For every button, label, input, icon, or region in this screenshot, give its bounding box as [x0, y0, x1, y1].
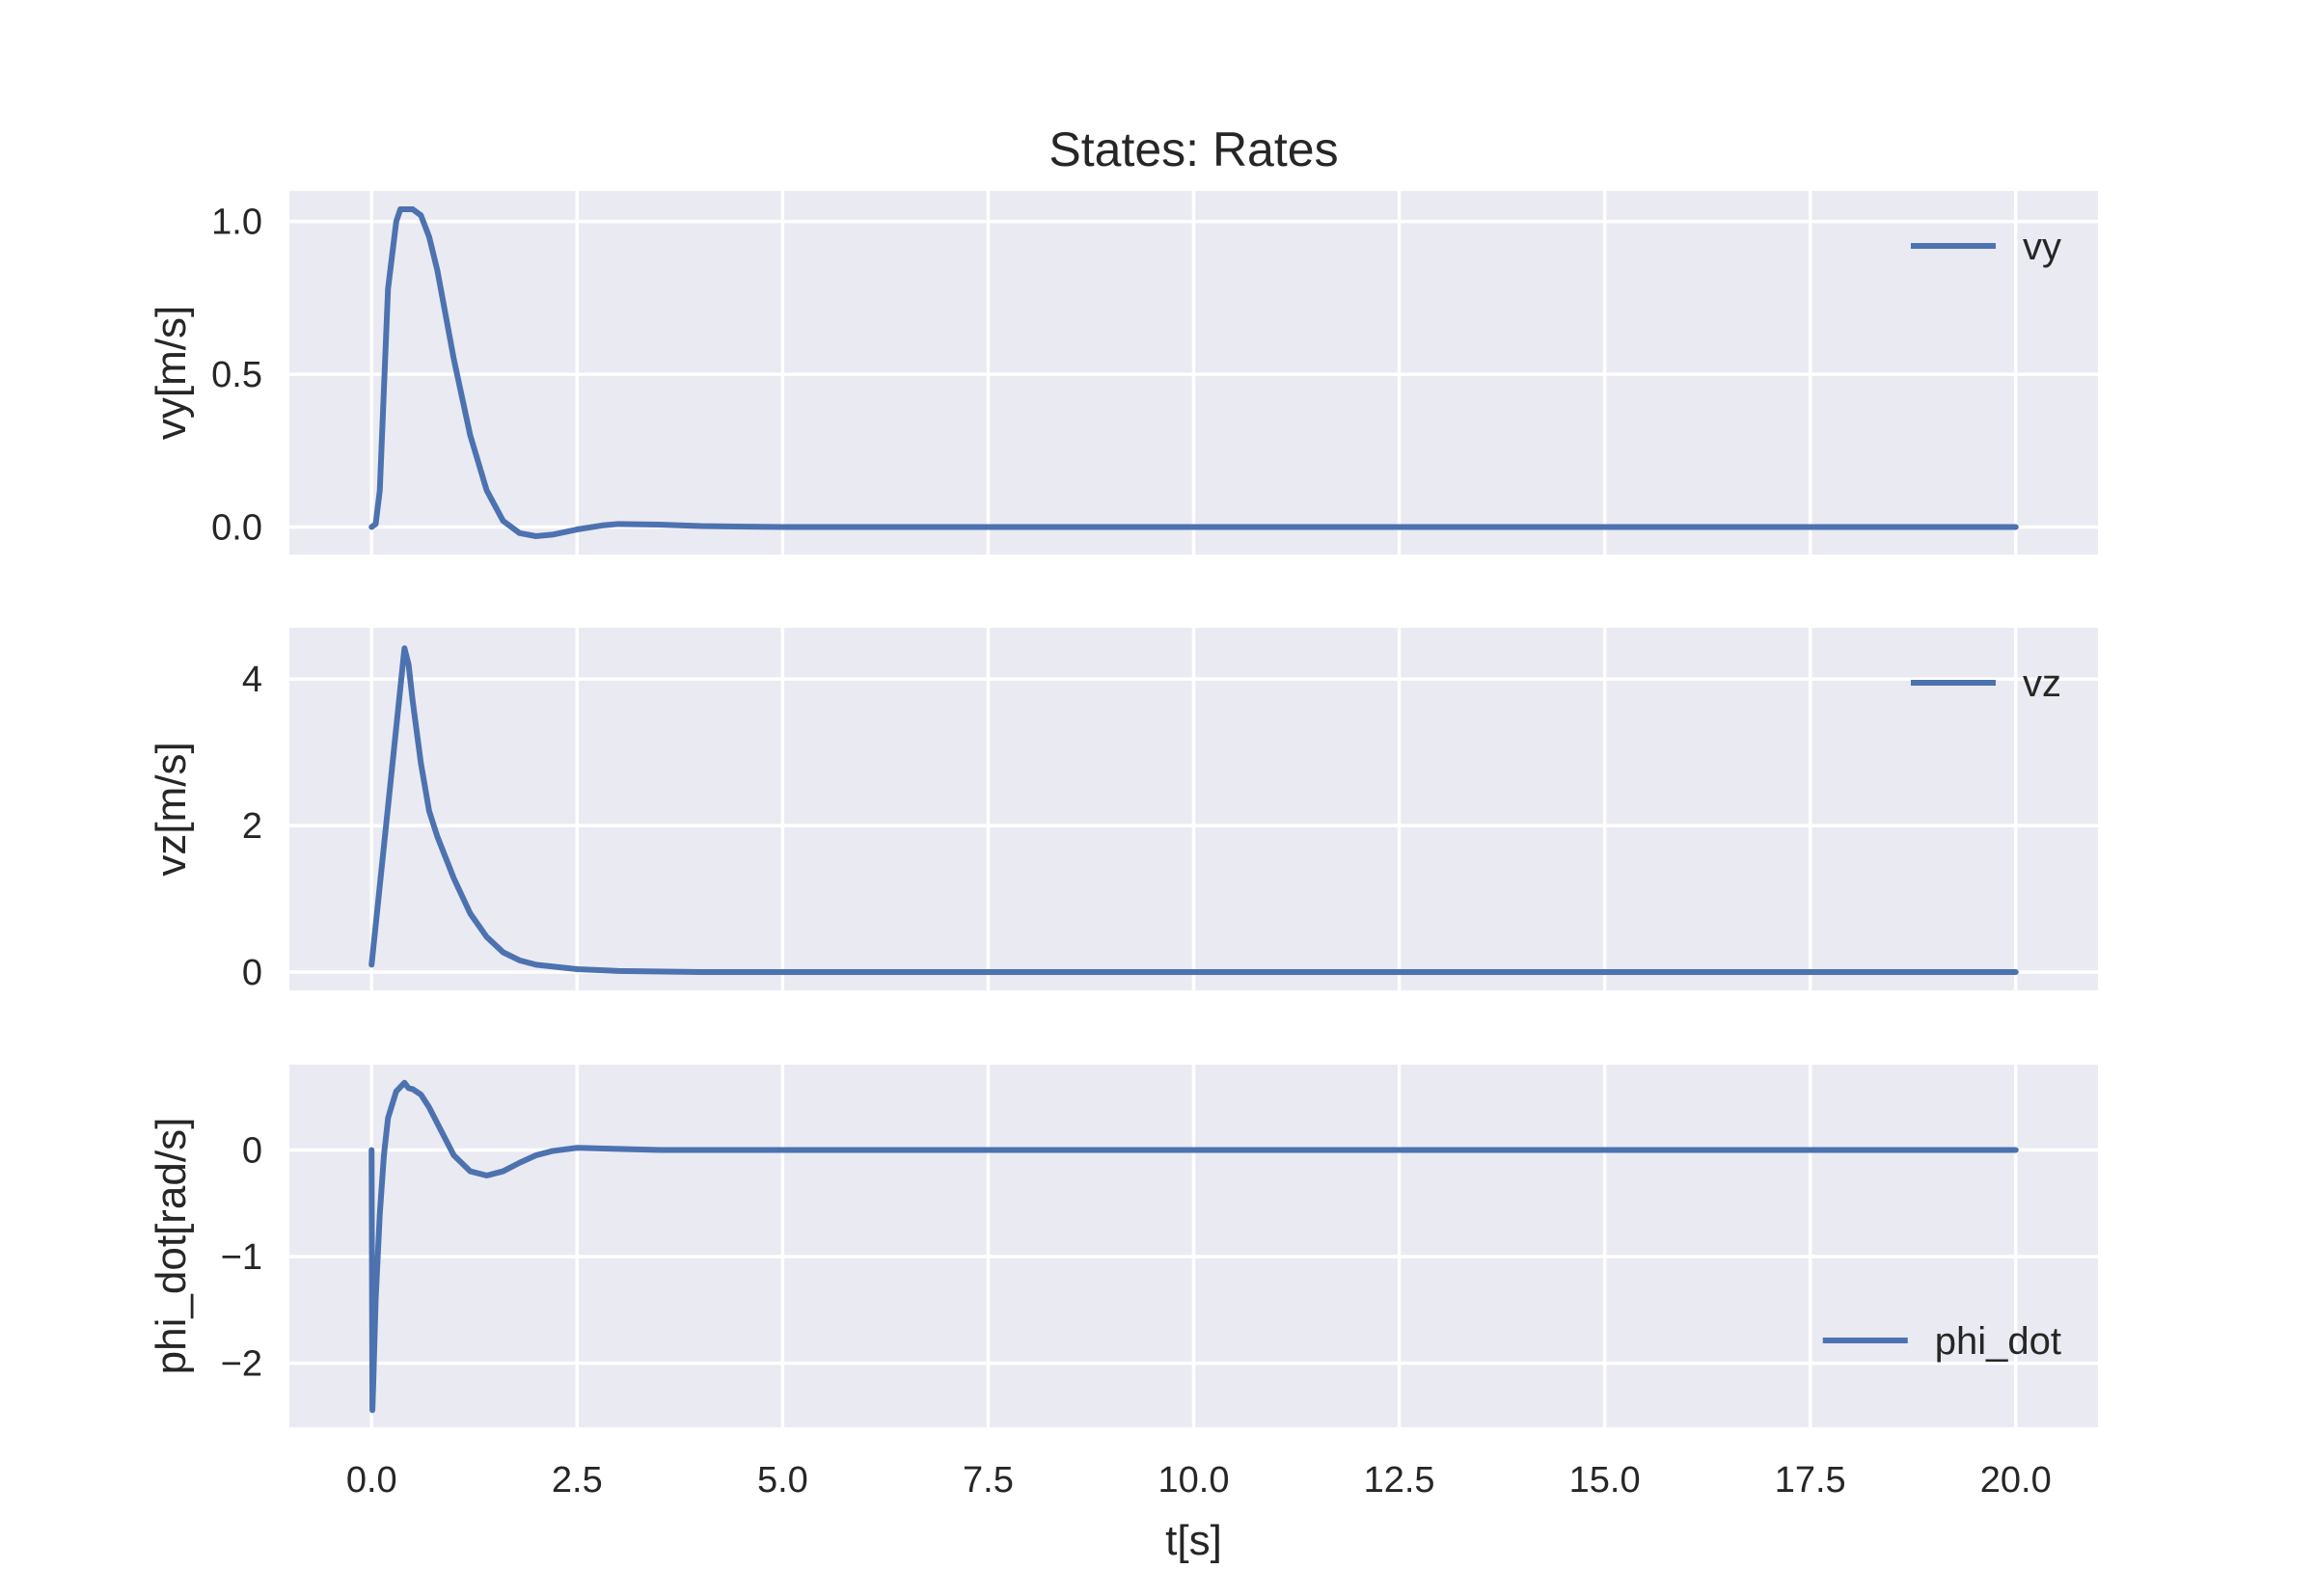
series-line-vz [368, 645, 2019, 976]
y-axis-label-phi_dot: phi_dot[rad/s] [148, 1118, 195, 1375]
y-tick-label: 1.0 [211, 203, 262, 243]
y-tick-label: −1 [221, 1237, 262, 1278]
series-line-phi_dot [368, 1079, 2019, 1414]
x-tick-label: 20.0 [1980, 1460, 2052, 1501]
y-tick-label: 0.5 [211, 355, 262, 395]
legend-label-phi_dot: phi_dot [1935, 1320, 2061, 1363]
x-tick-label: 10.0 [1158, 1460, 1230, 1501]
subplot-phi_dot: 0 −1 −2 phi_dot[rad/s] phi_dot [148, 1065, 2098, 1427]
y-tick-label: 0 [242, 953, 262, 993]
x-tick-label: 7.5 [963, 1460, 1014, 1501]
y-tick-label: 0 [242, 1130, 262, 1171]
y-axis-label-vy: vy[m/s] [148, 306, 195, 440]
series-line-vy [368, 206, 2019, 539]
x-tick-label: 0.0 [346, 1460, 397, 1501]
chart-title: States: Rates [1049, 122, 1338, 176]
x-tick-label: 15.0 [1569, 1460, 1641, 1501]
y-tick-label: 4 [242, 660, 262, 700]
x-tick-label: 2.5 [552, 1460, 603, 1501]
y-tick-label: −2 [221, 1344, 262, 1385]
x-tick-label: 12.5 [1364, 1460, 1435, 1501]
y-tick-label: 2 [242, 806, 262, 847]
x-axis-label: t[s] [1165, 1517, 1222, 1564]
legend-label-vy: vy [2023, 226, 2061, 268]
x-tick-label: 5.0 [757, 1460, 808, 1501]
y-tick-label: 0.0 [211, 507, 262, 548]
subplot-vy: 0.0 0.5 1.0 vy[m/s] vy [148, 191, 2098, 555]
legend-label-vz: vz [2023, 663, 2061, 705]
subplot-vz: 0 2 4 vz[m/s] vz [148, 628, 2098, 993]
y-axis-label-vz: vz[m/s] [148, 742, 195, 876]
x-tick-label: 17.5 [1775, 1460, 1846, 1501]
